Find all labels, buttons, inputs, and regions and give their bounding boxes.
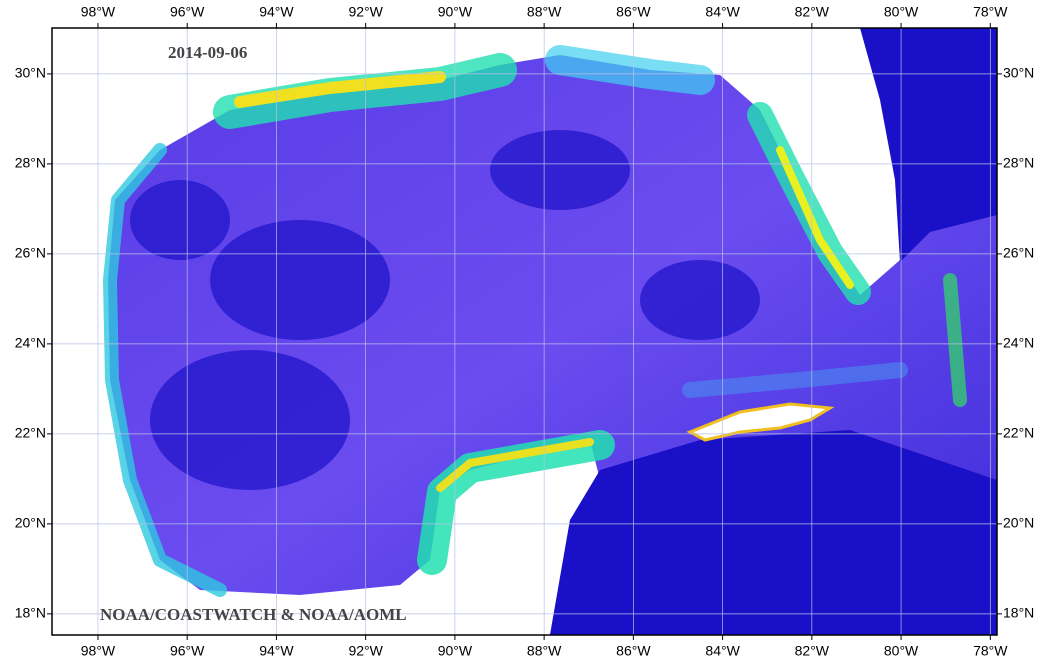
map-frame xyxy=(51,27,998,636)
x-tick-label: 80°W xyxy=(884,643,919,659)
x-tick-label: 86°W xyxy=(616,4,651,20)
x-tick-label: 98°W xyxy=(81,643,116,659)
x-tick-label: 84°W xyxy=(705,643,740,659)
x-tick-label: 80°W xyxy=(884,4,919,20)
credit: NOAA/COASTWATCH & NOAA/AOML xyxy=(100,605,407,624)
x-tick-label: 90°W xyxy=(438,4,473,20)
y-tick-label: 28°N xyxy=(1003,155,1034,171)
x-tick-label: 78°W xyxy=(973,4,1008,20)
x-tick-label: 92°W xyxy=(348,643,383,659)
y-tick-label: 24°N xyxy=(15,335,46,351)
x-tick-label: 88°W xyxy=(527,643,562,659)
y-tick-label: 20°N xyxy=(15,515,46,531)
y-tick-label: 20°N xyxy=(1003,515,1034,531)
coastal-bloom xyxy=(103,45,967,597)
y-tick-label: 28°N xyxy=(15,155,46,171)
y-tick-label: 26°N xyxy=(15,245,46,261)
x-tick-label: 82°W xyxy=(795,4,830,20)
x-tick-label: 84°W xyxy=(705,4,740,20)
y-tick-label: 30°N xyxy=(15,65,46,81)
y-tick-label: 26°N xyxy=(1003,245,1034,261)
x-tick-label: 92°W xyxy=(348,4,383,20)
x-tick-label: 90°W xyxy=(438,643,473,659)
open-water-patches xyxy=(130,130,760,490)
caribbean-ocean xyxy=(550,430,997,635)
x-tick-label: 82°W xyxy=(795,643,830,659)
x-tick-label: 88°W xyxy=(527,4,562,20)
x-tick-label: 96°W xyxy=(170,4,205,20)
y-tick-label: 22°N xyxy=(15,425,46,441)
x-tick-label: 78°W xyxy=(973,643,1008,659)
x-tick-label: 94°W xyxy=(259,643,294,659)
x-tick-label: 86°W xyxy=(616,643,651,659)
y-tick-label: 18°N xyxy=(1003,605,1034,621)
atlantic-ocean xyxy=(860,28,997,262)
x-tick-label: 96°W xyxy=(170,643,205,659)
x-tick-label: 98°W xyxy=(81,4,116,20)
date-stamp: 2014-09-06 xyxy=(168,43,247,62)
y-tick-label: 22°N xyxy=(1003,425,1034,441)
y-tick-label: 24°N xyxy=(1003,335,1034,351)
y-tick-label: 18°N xyxy=(15,605,46,621)
y-tick-label: 30°N xyxy=(1003,65,1034,81)
x-tick-label: 94°W xyxy=(259,4,294,20)
cuba xyxy=(686,402,835,442)
